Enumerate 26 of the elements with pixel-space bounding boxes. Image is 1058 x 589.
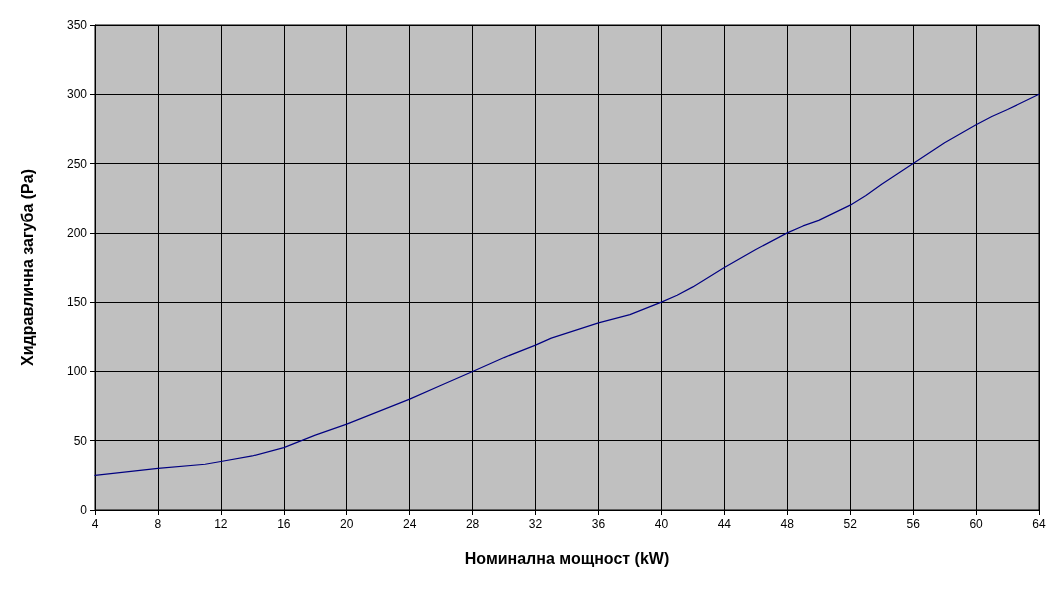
- x-tick-label: 44: [717, 517, 732, 531]
- x-tick-label: 16: [277, 517, 291, 531]
- x-tick-label: 20: [340, 517, 354, 531]
- x-tick-label: 8: [154, 517, 162, 531]
- y-axis-title: Хидравлична загуба (Pa): [18, 169, 36, 366]
- y-tick-label: 50: [73, 433, 88, 448]
- x-tick-label: 48: [780, 517, 795, 531]
- y-tick-label: 250: [66, 156, 88, 171]
- x-tick-label: 28: [465, 517, 480, 531]
- x-tick-label: 40: [654, 517, 669, 531]
- y-tick-label: 100: [66, 364, 88, 379]
- x-tick-label: 12: [214, 517, 228, 531]
- y-tick-label: 0: [80, 503, 88, 517]
- x-tick-label: 64: [1032, 517, 1046, 531]
- x-tick-label: 60: [969, 517, 984, 531]
- y-tick-label: 200: [66, 225, 88, 240]
- x-tick-label: 4: [91, 517, 99, 531]
- y-tick-label: 300: [66, 87, 88, 102]
- x-tick-label: 52: [843, 517, 858, 531]
- x-axis-title: Номинална мощност (kW): [464, 549, 670, 567]
- x-tick-label: 32: [528, 517, 543, 531]
- x-tick-label: 36: [591, 517, 606, 531]
- x-tick-label: 24: [402, 517, 417, 531]
- y-tick-label: 150: [66, 295, 88, 310]
- x-tick-label: 56: [906, 517, 921, 531]
- y-tick-label: 350: [66, 18, 88, 32]
